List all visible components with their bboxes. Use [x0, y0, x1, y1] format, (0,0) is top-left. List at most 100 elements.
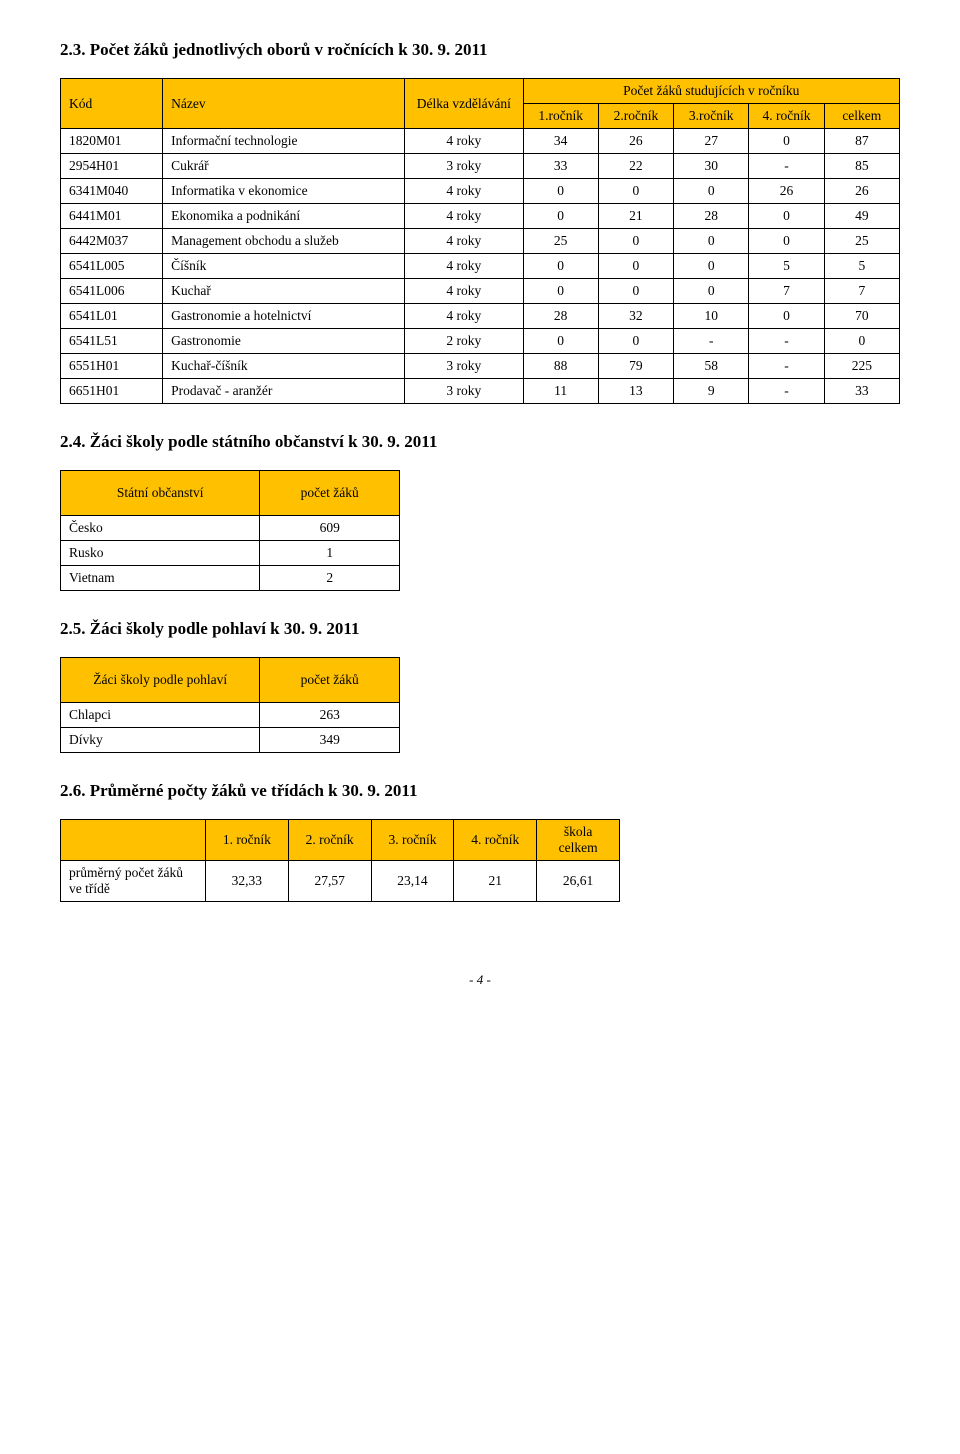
- cell-r4: 0: [749, 129, 824, 154]
- cell-nazev: Ekonomika a podnikání: [163, 204, 405, 229]
- table-row: 6651H01Prodavač - aranžér3 roky11139-33: [61, 379, 900, 404]
- cell-nazev: Informatika v ekonomice: [163, 179, 405, 204]
- cell-nazev: Číšník: [163, 254, 405, 279]
- cell-r1: 0: [523, 329, 598, 354]
- cell-celkem: 49: [824, 204, 899, 229]
- avg-r1: 32,33: [205, 861, 288, 902]
- cell-r3: 30: [674, 154, 749, 179]
- cell-r1: 28: [523, 304, 598, 329]
- cell-r3: 0: [674, 279, 749, 304]
- cell-r4: 26: [749, 179, 824, 204]
- avg-r2: 27,57: [288, 861, 371, 902]
- cell-r1: 88: [523, 354, 598, 379]
- cell-r3: -: [674, 329, 749, 354]
- cell-r1: 0: [523, 204, 598, 229]
- cell-celkem: 70: [824, 304, 899, 329]
- cell-r3: 27: [674, 129, 749, 154]
- table-row: 6541L51Gastronomie2 roky00--0: [61, 329, 900, 354]
- th-kod: Kód: [61, 79, 163, 129]
- cell-celkem: 0: [824, 329, 899, 354]
- section26-title: 2.6. Průměrné počty žáků ve třídách k 30…: [60, 781, 900, 801]
- cell-r2: 21: [598, 204, 673, 229]
- cell-count: 263: [260, 703, 400, 728]
- cell-r4: -: [749, 329, 824, 354]
- cell-r2: 22: [598, 154, 673, 179]
- cell-kod: 6651H01: [61, 379, 163, 404]
- cell-nazev: Kuchař-číšník: [163, 354, 405, 379]
- cell-count: 1: [260, 541, 400, 566]
- cell-r1: 25: [523, 229, 598, 254]
- table-row: Vietnam2: [61, 566, 400, 591]
- cell-r2: 0: [598, 329, 673, 354]
- cell-nazev: Management obchodu a služeb: [163, 229, 405, 254]
- cell-delka: 4 roky: [405, 229, 523, 254]
- cell-kod: 6541L01: [61, 304, 163, 329]
- table-row: 6551H01Kuchař-číšník3 roky887958-225: [61, 354, 900, 379]
- cell-nazev: Gastronomie: [163, 329, 405, 354]
- cell-celkem: 85: [824, 154, 899, 179]
- cell-r1: 34: [523, 129, 598, 154]
- cell-r2: 13: [598, 379, 673, 404]
- cell-delka: 4 roky: [405, 179, 523, 204]
- th-avg-r4: 4. ročník: [454, 820, 537, 861]
- cell-r1: 33: [523, 154, 598, 179]
- th-delka: Délka vzdělávání: [405, 79, 523, 129]
- cell-delka: 4 roky: [405, 254, 523, 279]
- programs-table: Kód Název Délka vzdělávání Počet žáků st…: [60, 78, 900, 404]
- cell-delka: 3 roky: [405, 154, 523, 179]
- avg-label: průměrný počet žáků ve třídě: [61, 861, 206, 902]
- cell-label: Dívky: [61, 728, 260, 753]
- th-citizenship: Státní občanství: [61, 471, 260, 516]
- averages-table: 1. ročník 2. ročník 3. ročník 4. ročník …: [60, 819, 620, 902]
- table-row: 6341M040Informatika v ekonomice4 roky000…: [61, 179, 900, 204]
- cell-label: Rusko: [61, 541, 260, 566]
- citizenship-table: Státní občanství počet žáků Česko609Rusk…: [60, 470, 400, 591]
- cell-kod: 2954H01: [61, 154, 163, 179]
- th-count: počet žáků: [260, 471, 400, 516]
- table-row: 6541L005Číšník4 roky00055: [61, 254, 900, 279]
- cell-count: 349: [260, 728, 400, 753]
- cell-celkem: 26: [824, 179, 899, 204]
- cell-r2: 0: [598, 279, 673, 304]
- th-avg-r1: 1. ročník: [205, 820, 288, 861]
- cell-celkem: 5: [824, 254, 899, 279]
- table-row: 6442M037Management obchodu a služeb4 rok…: [61, 229, 900, 254]
- cell-r2: 26: [598, 129, 673, 154]
- cell-kod: 6541L006: [61, 279, 163, 304]
- cell-r3: 10: [674, 304, 749, 329]
- cell-r4: 0: [749, 204, 824, 229]
- avg-celkem: 26,61: [537, 861, 620, 902]
- cell-r2: 0: [598, 179, 673, 204]
- th-group: Počet žáků studujících v ročníku: [523, 79, 900, 104]
- th-r2: 2.ročník: [598, 104, 673, 129]
- cell-r2: 79: [598, 354, 673, 379]
- cell-r3: 9: [674, 379, 749, 404]
- th-blank: [61, 820, 206, 861]
- th-gender-count: počet žáků: [260, 658, 400, 703]
- cell-kod: 6551H01: [61, 354, 163, 379]
- th-gender: Žáci školy podle pohlaví: [61, 658, 260, 703]
- cell-celkem: 33: [824, 379, 899, 404]
- th-avg-celkem: škola celkem: [537, 820, 620, 861]
- table-row: Rusko1: [61, 541, 400, 566]
- cell-count: 2: [260, 566, 400, 591]
- th-celkem: celkem: [824, 104, 899, 129]
- th-r1: 1.ročník: [523, 104, 598, 129]
- cell-kod: 6442M037: [61, 229, 163, 254]
- cell-celkem: 7: [824, 279, 899, 304]
- section24-title: 2.4. Žáci školy podle státního občanství…: [60, 432, 900, 452]
- section23-title: 2.3. Počet žáků jednotlivých oborů v roč…: [60, 40, 900, 60]
- cell-label: Vietnam: [61, 566, 260, 591]
- cell-nazev: Kuchař: [163, 279, 405, 304]
- th-avg-r2: 2. ročník: [288, 820, 371, 861]
- cell-kod: 6541L005: [61, 254, 163, 279]
- th-r4: 4. ročník: [749, 104, 824, 129]
- cell-r1: 0: [523, 279, 598, 304]
- cell-count: 609: [260, 516, 400, 541]
- table-row: 6541L01Gastronomie a hotelnictví4 roky28…: [61, 304, 900, 329]
- gender-table: Žáci školy podle pohlaví počet žáků Chla…: [60, 657, 400, 753]
- avg-r4: 21: [454, 861, 537, 902]
- cell-r1: 0: [523, 254, 598, 279]
- table-row: Česko609: [61, 516, 400, 541]
- cell-r3: 0: [674, 179, 749, 204]
